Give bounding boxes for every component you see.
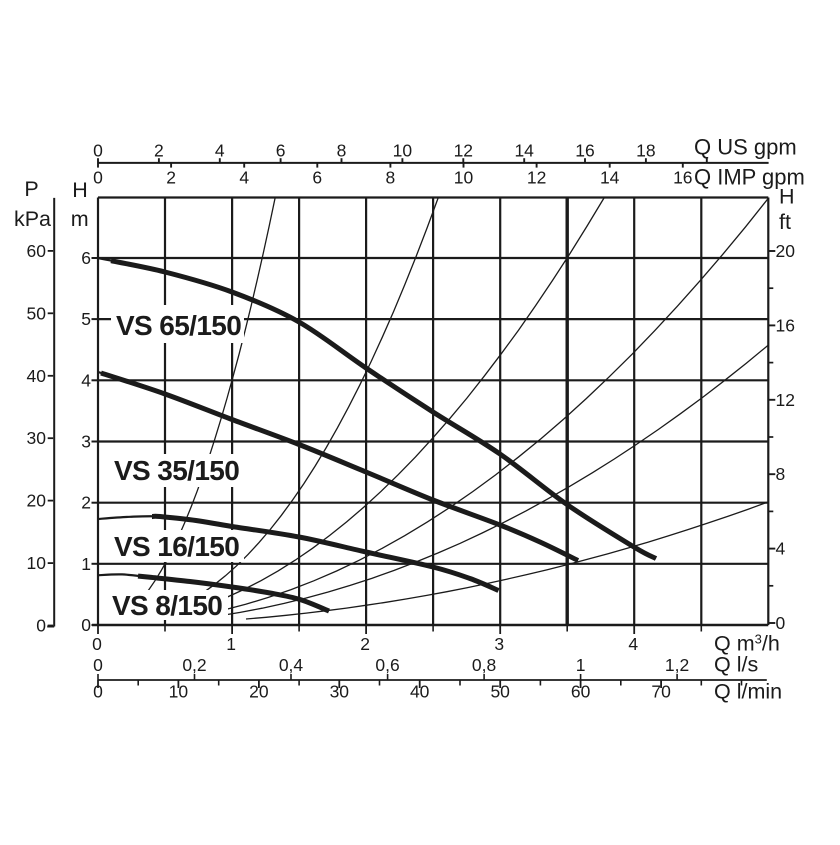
svg-text:4: 4 bbox=[628, 634, 638, 654]
svg-text:Q l/s: Q l/s bbox=[714, 653, 758, 677]
svg-text:14: 14 bbox=[600, 168, 620, 188]
svg-text:10: 10 bbox=[27, 553, 47, 573]
svg-text:2: 2 bbox=[360, 634, 370, 654]
svg-text:VS 8/150: VS 8/150 bbox=[112, 590, 222, 621]
svg-text:1: 1 bbox=[576, 655, 586, 675]
svg-text:60: 60 bbox=[571, 682, 591, 702]
svg-text:0,6: 0,6 bbox=[375, 655, 399, 675]
svg-text:0: 0 bbox=[93, 682, 103, 702]
svg-text:0: 0 bbox=[93, 168, 103, 188]
svg-text:0,4: 0,4 bbox=[279, 655, 304, 675]
svg-text:2: 2 bbox=[166, 168, 176, 188]
svg-text:50: 50 bbox=[27, 303, 47, 323]
svg-text:VS 35/150: VS 35/150 bbox=[114, 455, 239, 486]
svg-text:18: 18 bbox=[636, 140, 655, 160]
svg-text:1: 1 bbox=[226, 634, 236, 654]
svg-text:VS 16/150: VS 16/150 bbox=[114, 531, 239, 562]
svg-text:8: 8 bbox=[386, 168, 396, 188]
svg-text:0: 0 bbox=[92, 634, 102, 654]
svg-text:16: 16 bbox=[673, 168, 692, 188]
svg-text:12: 12 bbox=[527, 168, 546, 188]
svg-text:12: 12 bbox=[454, 140, 473, 160]
svg-text:2: 2 bbox=[154, 140, 164, 160]
svg-text:40: 40 bbox=[410, 682, 430, 702]
svg-text:ft: ft bbox=[779, 210, 791, 234]
svg-text:10: 10 bbox=[169, 682, 189, 702]
svg-text:kPa: kPa bbox=[14, 207, 51, 231]
svg-text:16: 16 bbox=[776, 315, 795, 335]
svg-text:10: 10 bbox=[393, 140, 413, 160]
svg-text:2: 2 bbox=[81, 493, 91, 513]
svg-text:0,8: 0,8 bbox=[472, 655, 496, 675]
svg-text:P: P bbox=[24, 177, 38, 201]
svg-text:20: 20 bbox=[249, 682, 269, 702]
svg-text:5: 5 bbox=[81, 309, 91, 329]
svg-text:Q US gpm: Q US gpm bbox=[694, 135, 797, 160]
svg-text:40: 40 bbox=[27, 366, 47, 386]
svg-text:30: 30 bbox=[27, 428, 47, 448]
svg-text:10: 10 bbox=[454, 168, 474, 188]
svg-text:12: 12 bbox=[776, 390, 795, 410]
svg-text:Q m3/h: Q m3/h bbox=[714, 632, 780, 656]
svg-text:3: 3 bbox=[494, 634, 504, 654]
svg-text:1,2: 1,2 bbox=[665, 655, 689, 675]
svg-text:6: 6 bbox=[81, 248, 91, 268]
svg-text:30: 30 bbox=[330, 682, 350, 702]
svg-text:Q IMP gpm: Q IMP gpm bbox=[694, 165, 805, 190]
svg-text:6: 6 bbox=[312, 168, 322, 188]
svg-text:1: 1 bbox=[81, 554, 91, 574]
svg-text:20: 20 bbox=[776, 241, 796, 261]
svg-text:8: 8 bbox=[337, 140, 347, 160]
svg-text:H: H bbox=[779, 185, 795, 209]
svg-text:4: 4 bbox=[776, 539, 786, 559]
svg-text:4: 4 bbox=[239, 168, 249, 188]
svg-text:8: 8 bbox=[776, 464, 786, 484]
svg-text:4: 4 bbox=[81, 370, 91, 390]
svg-text:0: 0 bbox=[93, 655, 103, 675]
svg-text:6: 6 bbox=[276, 140, 286, 160]
svg-text:H: H bbox=[72, 178, 88, 202]
svg-text:20: 20 bbox=[27, 491, 47, 511]
svg-text:0: 0 bbox=[81, 615, 91, 635]
svg-text:VS 65/150: VS 65/150 bbox=[116, 310, 241, 341]
svg-text:0,2: 0,2 bbox=[182, 655, 206, 675]
svg-text:60: 60 bbox=[27, 241, 47, 261]
svg-text:14: 14 bbox=[514, 140, 534, 160]
svg-text:Q l/min: Q l/min bbox=[714, 680, 782, 704]
svg-text:70: 70 bbox=[651, 682, 671, 702]
svg-text:0: 0 bbox=[776, 613, 786, 633]
svg-text:m: m bbox=[71, 207, 89, 231]
svg-text:50: 50 bbox=[490, 682, 510, 702]
svg-text:16: 16 bbox=[575, 140, 594, 160]
svg-text:3: 3 bbox=[81, 432, 91, 452]
svg-text:0: 0 bbox=[93, 140, 103, 160]
svg-text:0: 0 bbox=[36, 616, 46, 636]
svg-text:4: 4 bbox=[215, 140, 225, 160]
